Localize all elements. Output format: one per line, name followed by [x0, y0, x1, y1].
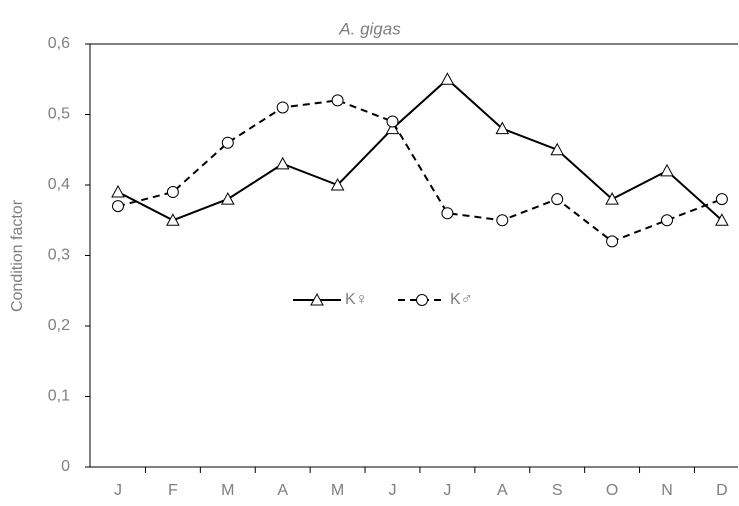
triangle-marker [166, 213, 180, 226]
circle-marker [221, 136, 234, 149]
x-tick-label: N [661, 482, 673, 499]
circle-marker [661, 214, 673, 227]
y-tick-label: 0,2 [48, 317, 70, 334]
circle-marker [112, 200, 124, 213]
y-tick-label: 0,5 [48, 106, 70, 123]
x-tick-label: O [606, 482, 618, 499]
triangle-marker [275, 156, 290, 170]
y-tick-label: 0,6 [48, 35, 70, 52]
y-tick-label: 0,4 [48, 176, 70, 193]
x-tick-label: A [277, 482, 288, 499]
series-line [117, 77, 723, 222]
legend-label: K♂ [450, 291, 473, 308]
circle-marker [386, 115, 399, 128]
triangle-marker [310, 292, 324, 306]
legend-label: K♀ [345, 291, 368, 308]
triangle-marker [715, 213, 729, 226]
chart-title: A. gigas [338, 19, 401, 38]
triangle-marker [605, 192, 619, 205]
triangle-marker [330, 177, 345, 191]
circle-marker [276, 101, 289, 114]
circle-marker [715, 193, 728, 206]
triangle-marker [495, 121, 510, 135]
x-tick-label: D [716, 482, 728, 499]
circle-marker [166, 186, 179, 199]
triangle-marker [111, 185, 125, 198]
x-tick-label: F [168, 482, 178, 499]
circle-marker [416, 294, 428, 306]
triangle-marker [440, 72, 455, 85]
y-tick-label: 0,3 [48, 247, 70, 264]
triangle-marker [220, 192, 235, 205]
x-tick-label: M [331, 482, 344, 499]
y-tick-label: 0 [61, 458, 70, 475]
x-tick-label: J [114, 482, 122, 499]
y-axis-label: Condition factor [9, 199, 26, 312]
x-tick-label: J [389, 482, 397, 499]
circle-marker [331, 94, 344, 107]
circle-marker [441, 207, 454, 220]
circle-marker [496, 214, 509, 227]
circle-marker [551, 193, 564, 206]
series-line [117, 99, 723, 243]
triangle-marker [660, 163, 674, 177]
x-tick-label: M [221, 482, 234, 499]
circle-marker [606, 235, 619, 248]
triangle-marker [550, 142, 565, 156]
y-tick-label: 0,1 [48, 388, 70, 405]
x-tick-label: S [552, 482, 563, 499]
x-tick-label: A [497, 482, 508, 499]
x-tick-label: J [443, 482, 451, 499]
